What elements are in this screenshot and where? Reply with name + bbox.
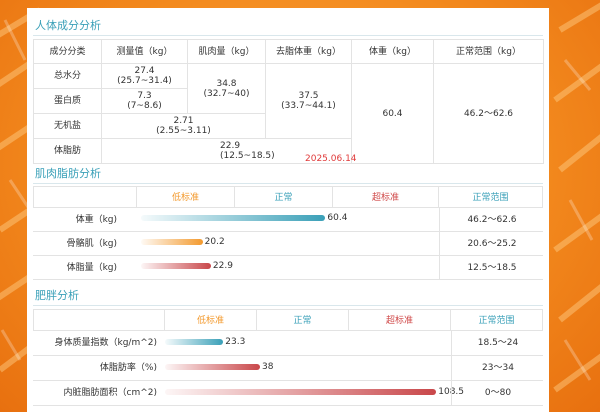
obesity-table: 低标准 正常 超标准 正常范围 身体质量指数（kg/m^2) 23.3 18.5～2… [33, 309, 543, 409]
bar-normal-range: 0～80 [451, 381, 544, 406]
lean-cell: 37.5 (33.7~44.1) [265, 63, 352, 139]
fat-value: 22.9 [220, 141, 241, 151]
bar-fill [165, 388, 437, 395]
composition-title: 人体成分分析 [35, 19, 101, 32]
mineral-value: 2.71 [173, 116, 194, 126]
header-high: 超标准 [333, 186, 439, 208]
header-category: 成分分类 [33, 39, 102, 64]
muscle-fat-divider [33, 183, 543, 184]
header-blank [33, 309, 165, 331]
bar-row: 体脂量（kg) 22.9 12.5～18.5 [33, 256, 543, 280]
row-label-fat: 体脂肪 [33, 138, 102, 164]
water-cell: 27.4 (25.7~31.4) [101, 63, 188, 89]
header-muscle: 肌肉量（kg） [187, 39, 266, 64]
bar-normal-range: 46.2～62.6 [439, 208, 544, 232]
header-weight: 体重（kg） [351, 39, 434, 64]
lean-range: (33.7~44.1) [281, 101, 336, 111]
normal-range-value: 46.2～62.6 [433, 63, 544, 164]
bar-normal-range: 12.5～18.5 [439, 256, 544, 280]
header-normal-range: 正常范围（kg） [433, 39, 544, 64]
header-low: 低标准 [165, 309, 257, 331]
muscle-fat-header: 低标准 正常 超标准 正常范围 [33, 186, 543, 208]
header-normal: 正常 [257, 309, 349, 331]
bar-value: 22.9 [212, 261, 233, 271]
bar-normal-range: 23～34 [451, 356, 544, 381]
lean-value: 37.5 [298, 91, 319, 101]
bar-fill [165, 363, 260, 370]
composition-divider [33, 35, 543, 36]
header-range: 正常范围 [439, 186, 543, 208]
bar-fill [141, 263, 211, 269]
muscle-fat-table: 低标准 正常 超标准 正常范围 体重（kg) 60.4 46.2～62.6 骨骼肌（k… [33, 186, 543, 282]
mineral-range: (2.55~3.11) [156, 126, 211, 136]
bar-normal-range: 18.5～24 [451, 331, 544, 356]
protein-range: (7~8.6) [127, 101, 162, 111]
muscle-range: (32.7~40) [203, 88, 250, 99]
bar-row: 体重（kg) 60.4 46.2～62.6 [33, 208, 543, 232]
bar-row: 体脂肪率（%) 38 23～34 [33, 356, 543, 381]
muscle-fat-title: 肌肉脂肪分析 [35, 167, 101, 180]
bar-row: 身体质量指数（kg/m^2) 23.3 18.5～24 [33, 331, 543, 356]
bar-normal-range: 20.6～25.2 [439, 232, 544, 256]
bar-label: 体脂量（kg) [66, 263, 117, 273]
row-label-protein: 蛋白质 [33, 88, 102, 114]
bar-value: 20.2 [204, 237, 225, 247]
protein-value: 7.3 [137, 91, 152, 101]
report-card: 人体成分分析 成分分类 测量值（kg） 肌肉量（kg） 去脂体重（kg） 体重（… [27, 8, 549, 412]
mineral-cell: 2.71 (2.55~3.11) [101, 113, 266, 139]
muscle-cell: 34.8 (32.7~40) [187, 63, 266, 114]
bar-value: 23.3 [225, 336, 246, 347]
bar-row: 骨骼肌（kg) 20.2 20.6～25.2 [33, 232, 543, 256]
weight-value: 60.4 [351, 63, 434, 164]
header-high: 超标准 [349, 309, 451, 331]
composition-table: 成分分类 测量值（kg） 肌肉量（kg） 去脂体重（kg） 体重（kg） 正常范… [33, 39, 544, 164]
bar-value: 38 [262, 361, 274, 372]
bar-label: 体重（kg) [75, 215, 117, 225]
bar-label: 骨骼肌（kg) [66, 239, 117, 249]
header-low: 低标准 [137, 186, 235, 208]
bar-fill [141, 239, 203, 245]
muscle-value: 34.8 [216, 78, 237, 89]
header-range: 正常范围 [451, 309, 543, 331]
water-range: (25.7~31.4) [117, 76, 172, 86]
bar-row: 内脏脂肪面积（cm^2) 108.5 0～80 [33, 381, 543, 406]
fat-cell: 22.9 (12.5~18.5) [101, 138, 352, 164]
bar-fill [141, 215, 326, 221]
header-measured: 测量值（kg） [101, 39, 188, 64]
bar-label: 内脏脂肪面积（cm^2) [63, 388, 158, 398]
header-lean: 去脂体重（kg） [265, 39, 352, 64]
row-label-water: 总水分 [33, 63, 102, 89]
header-normal: 正常 [235, 186, 333, 208]
bar-value: 60.4 [327, 213, 348, 223]
header-blank [33, 186, 137, 208]
bar-fill [165, 338, 224, 345]
obesity-title: 肥胖分析 [35, 289, 79, 302]
bar-label: 身体质量指数（kg/m^2) [54, 338, 157, 348]
row-label-mineral: 无机盐 [33, 113, 102, 139]
water-value: 27.4 [134, 66, 155, 76]
obesity-divider [33, 305, 543, 306]
fat-range: (12.5~18.5) [220, 151, 275, 161]
protein-cell: 7.3 (7~8.6) [101, 88, 188, 114]
measurement-date: 2025.06.14 [305, 154, 357, 164]
bar-label: 体脂肪率（%) [99, 363, 157, 373]
obesity-header: 低标准 正常 超标准 正常范围 [33, 309, 543, 331]
